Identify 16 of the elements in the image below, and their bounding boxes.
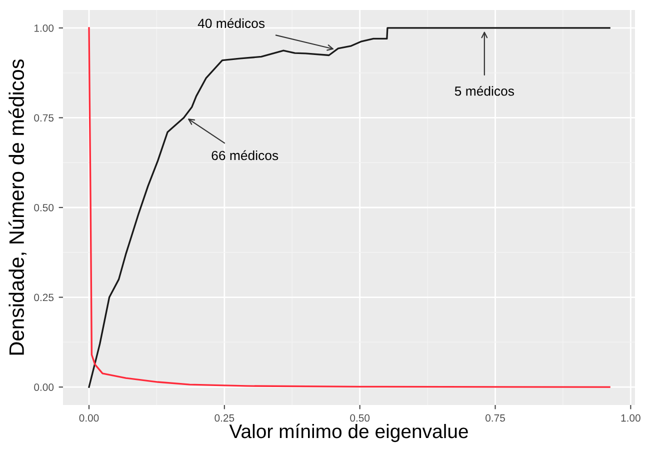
- annotation: 5 médicos: [454, 86, 514, 96]
- annotation: 40 médicos: [198, 18, 265, 28]
- x-tick-label: 0.00: [79, 414, 99, 422]
- y-tick-label: 0.75: [34, 114, 54, 122]
- x-tick-label: 0.25: [214, 414, 234, 422]
- y-tick-label: 0.50: [34, 204, 54, 212]
- line-series: [88, 27, 610, 388]
- y-axis-title: Densidade, Número de médicos: [8, 59, 26, 355]
- y-tick-label: 0.25: [34, 294, 54, 302]
- y-tick-label: 1.00: [34, 24, 54, 32]
- y-tick-label: 0.00: [34, 384, 54, 391]
- annotation: 66 médicos: [212, 150, 278, 160]
- x-tick-label: 0.75: [486, 414, 505, 422]
- x-tick-label: 0.50: [350, 414, 370, 422]
- x-axis-title: Valor mínimo de eigenvalue: [229, 424, 468, 442]
- x-tick-label: 1.00: [621, 414, 640, 422]
